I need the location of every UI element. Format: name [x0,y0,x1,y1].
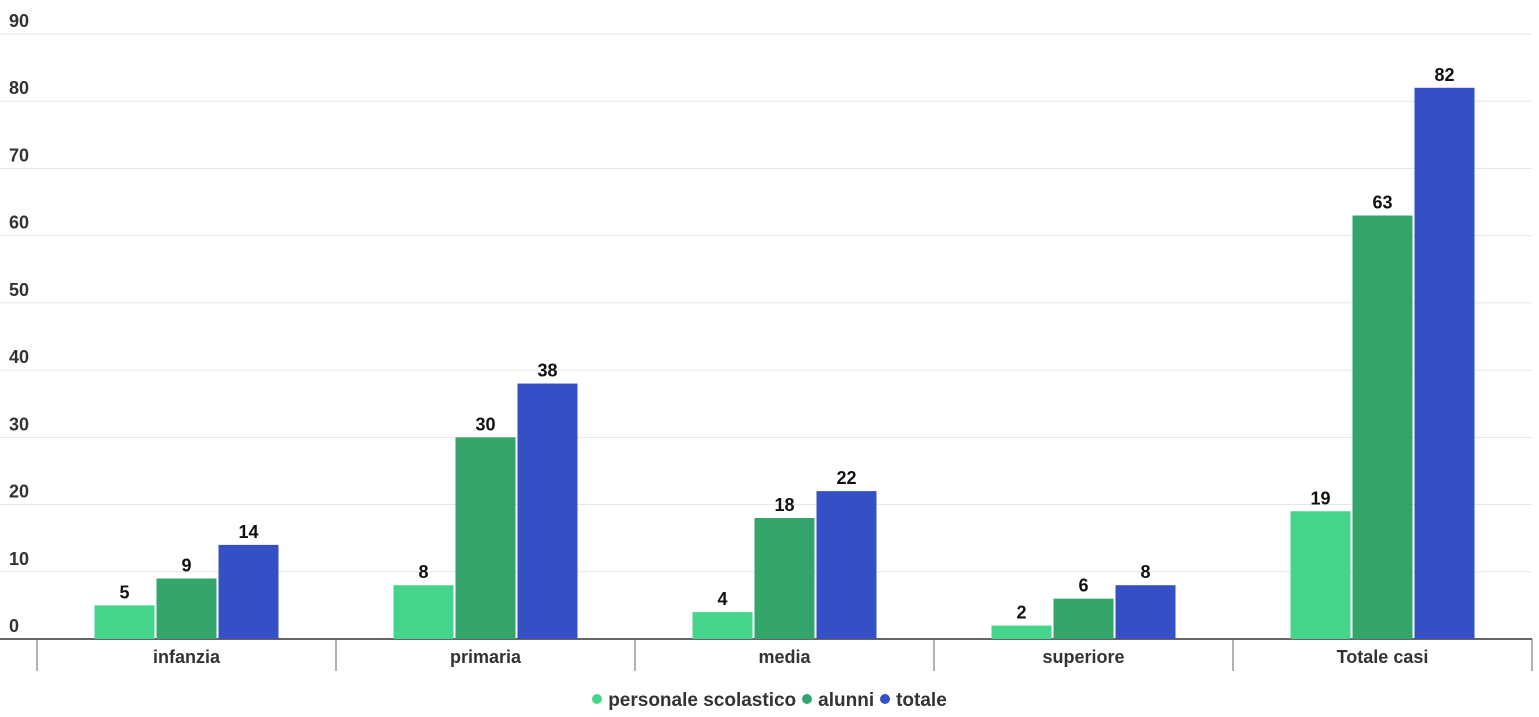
bar-personale-scolastico [393,585,454,639]
legend-item: totale [880,690,947,712]
bar-totale [517,383,578,639]
data-label: 6 [1078,576,1088,596]
bar-alunni [156,578,217,639]
y-tick-label: 30 [9,414,29,434]
legend-dot-icon [592,693,603,704]
data-label: 8 [418,562,428,582]
bar-alunni [1053,598,1114,639]
bar-alunni [754,518,815,639]
y-tick-label: 0 [9,616,19,636]
y-tick-label: 60 [9,213,29,233]
bar-alunni [455,437,516,639]
data-label: 22 [836,468,856,488]
data-label: 18 [774,495,794,515]
legend-item: personale scolastico [592,690,796,712]
data-label: 82 [1434,65,1454,85]
data-label: 9 [181,556,191,576]
legend: personale scolastico alunni totale [0,690,1539,712]
y-tick-label: 20 [9,482,29,502]
data-label: 63 [1372,193,1392,213]
x-tick-label: infanzia [153,647,221,667]
y-tick-label: 90 [9,11,29,31]
legend-label: alunni [818,690,875,711]
data-label: 38 [537,361,557,381]
legend-dot-icon [880,693,891,704]
bar-alunni [1352,215,1413,639]
data-label: 5 [119,582,129,602]
data-label: 19 [1310,488,1330,508]
x-tick-label: Totale casi [1337,647,1429,667]
data-label: 4 [717,589,727,609]
legend-label: personale scolastico [608,690,797,711]
y-tick-label: 80 [9,78,29,98]
legend-item: alunni [802,690,874,712]
bar-totale [816,491,877,639]
y-tick-label: 70 [9,145,29,165]
data-label: 2 [1016,603,1026,623]
bar-personale-scolastico [692,612,753,639]
bar-totale [1414,87,1475,640]
bar-totale [218,544,279,639]
bar-personale-scolastico [991,625,1052,639]
bar-personale-scolastico [1290,511,1351,639]
bar-personale-scolastico [94,605,155,639]
legend-dot-icon [802,693,813,704]
legend-label: totale [896,690,947,711]
data-label: 8 [1140,562,1150,582]
y-tick-label: 10 [9,549,29,569]
data-label: 14 [238,522,258,542]
y-tick-label: 50 [9,280,29,300]
x-tick-label: media [758,647,811,667]
x-tick-label: superiore [1042,647,1124,667]
bar-totale [1115,585,1176,639]
data-label: 30 [475,414,495,434]
x-tick-label: primaria [450,647,522,667]
y-tick-label: 40 [9,347,29,367]
